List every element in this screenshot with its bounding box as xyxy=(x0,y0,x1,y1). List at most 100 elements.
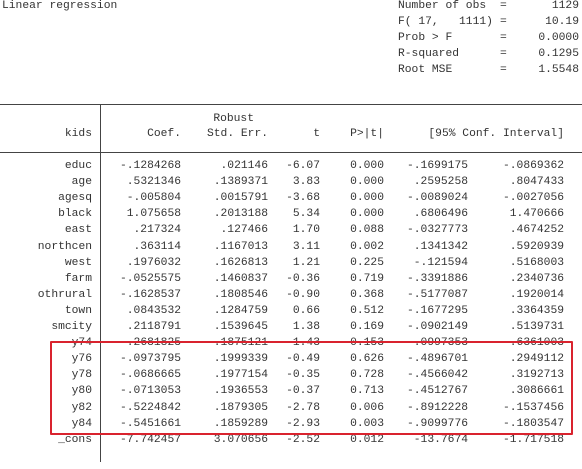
p-value: 0.000 xyxy=(350,160,384,172)
model-title: Linear regression xyxy=(2,0,118,12)
ci-upper-value: -.0027056 xyxy=(502,192,564,204)
ci-lower-value: .2595258 xyxy=(413,176,468,188)
p-value: 0.719 xyxy=(350,273,384,285)
p-value: 0.088 xyxy=(350,224,384,236)
variable-name: town xyxy=(64,305,92,317)
p-header: P>|t| xyxy=(350,128,384,140)
stat-value: 0.1295 xyxy=(538,48,579,60)
table-top-rule xyxy=(0,104,582,105)
se-value: .2013188 xyxy=(213,208,268,220)
ci-lower-value: -.0902149 xyxy=(406,321,468,333)
ci-upper-value: -.1803547 xyxy=(502,418,564,430)
p-value: 0.368 xyxy=(350,289,384,301)
t-value: -2.52 xyxy=(286,434,320,446)
stat-equals: = xyxy=(500,32,507,44)
t-value: 3.83 xyxy=(292,176,320,188)
ci-lower-value: -.4512767 xyxy=(406,385,468,397)
variable-name: y84 xyxy=(71,418,92,430)
p-value: 0.225 xyxy=(350,257,384,269)
se-value: .1879305 xyxy=(213,402,268,414)
se-header: Std. Err. xyxy=(206,128,268,140)
se-value: .1460837 xyxy=(213,273,268,285)
robust-label: Robust xyxy=(213,113,254,125)
ci-lower-value: .1341342 xyxy=(413,241,468,253)
variable-name: agesq xyxy=(58,192,92,204)
variable-name: farm xyxy=(64,273,92,285)
coef-value: -.0713053 xyxy=(119,385,181,397)
ci-lower-value: -.9099776 xyxy=(406,418,468,430)
ci-upper-value: .5168003 xyxy=(509,257,564,269)
variable-name: black xyxy=(58,208,92,220)
t-value: 0.66 xyxy=(292,305,320,317)
t-value: 1.21 xyxy=(292,257,320,269)
ci-lower-value: -.4896701 xyxy=(406,353,468,365)
se-value: 3.070656 xyxy=(213,434,268,446)
variable-name: othrural xyxy=(37,289,92,301)
ci-upper-value: .8047433 xyxy=(509,176,564,188)
coef-value: -7.742457 xyxy=(119,434,181,446)
stat-equals: = xyxy=(500,0,507,12)
p-value: 0.012 xyxy=(350,434,384,446)
ci-upper-value: -.1537456 xyxy=(502,402,564,414)
coef-value: -.5224842 xyxy=(119,402,181,414)
table-header-rule xyxy=(0,152,582,153)
ci-lower-value: -13.7674 xyxy=(413,434,468,446)
t-value: 3.11 xyxy=(292,241,320,253)
p-value: 0.512 xyxy=(350,305,384,317)
t-value: -0.49 xyxy=(286,353,320,365)
ci-lower-value: .6806496 xyxy=(413,208,468,220)
ci-lower-value: -.3391886 xyxy=(406,273,468,285)
ci-upper-value: -1.717518 xyxy=(502,434,564,446)
se-value: .1977154 xyxy=(213,369,268,381)
variable-name: educ xyxy=(64,160,92,172)
se-value: .1936553 xyxy=(213,385,268,397)
t-value: -6.07 xyxy=(286,160,320,172)
coef-value: .5321346 xyxy=(126,176,181,188)
ci-upper-value: .2949112 xyxy=(509,353,564,365)
variable-name: y74 xyxy=(71,337,92,349)
stat-equals: = xyxy=(500,16,507,28)
stat-label: F( 17, 1111) xyxy=(398,16,493,28)
variable-name: age xyxy=(71,176,92,188)
stat-equals: = xyxy=(500,64,507,76)
t-header: t xyxy=(313,128,320,140)
se-value: .1808546 xyxy=(213,289,268,301)
variable-name: y76 xyxy=(71,353,92,365)
t-value: 1.43 xyxy=(292,337,320,349)
p-value: 0.006 xyxy=(350,402,384,414)
se-value: .1284759 xyxy=(213,305,268,317)
variable-name: east xyxy=(64,224,92,236)
stat-value: 10.19 xyxy=(545,16,579,28)
p-value: 0.000 xyxy=(350,192,384,204)
t-value: -0.90 xyxy=(286,289,320,301)
stat-label: Root MSE xyxy=(398,64,453,76)
p-value: 0.169 xyxy=(350,321,384,333)
ci-upper-value: .5920939 xyxy=(509,241,564,253)
p-value: 0.728 xyxy=(350,369,384,381)
ci-lower-value: -.0327773 xyxy=(406,224,468,236)
coef-value: .363114 xyxy=(133,241,181,253)
coef-value: -.5451661 xyxy=(119,418,181,430)
p-value: 0.713 xyxy=(350,385,384,397)
ci-header: [95% Conf. Interval] xyxy=(428,128,564,140)
ci-lower-value: -.4566042 xyxy=(406,369,468,381)
se-value: .0015791 xyxy=(213,192,268,204)
ci-lower-value: -.5177087 xyxy=(406,289,468,301)
p-value: 0.000 xyxy=(350,176,384,188)
t-value: -0.37 xyxy=(286,385,320,397)
ci-upper-value: -.0869362 xyxy=(502,160,564,172)
stat-value: 1.5548 xyxy=(538,64,579,76)
stat-value: 0.0000 xyxy=(538,32,579,44)
p-value: 0.003 xyxy=(350,418,384,430)
ci-upper-value: .1920014 xyxy=(509,289,564,301)
stat-label: Number of obs xyxy=(398,0,487,12)
ci-lower-value: -.0997353 xyxy=(406,337,468,349)
coef-header: Coef. xyxy=(147,128,181,140)
coef-value: -.0686665 xyxy=(119,369,181,381)
coef-value: .2118791 xyxy=(126,321,181,333)
ci-upper-value: .3192713 xyxy=(509,369,564,381)
ci-lower-value: -.1699175 xyxy=(406,160,468,172)
coef-value: -.005804 xyxy=(126,192,181,204)
se-value: .1875121 xyxy=(213,337,268,349)
variable-name: _cons xyxy=(58,434,92,446)
